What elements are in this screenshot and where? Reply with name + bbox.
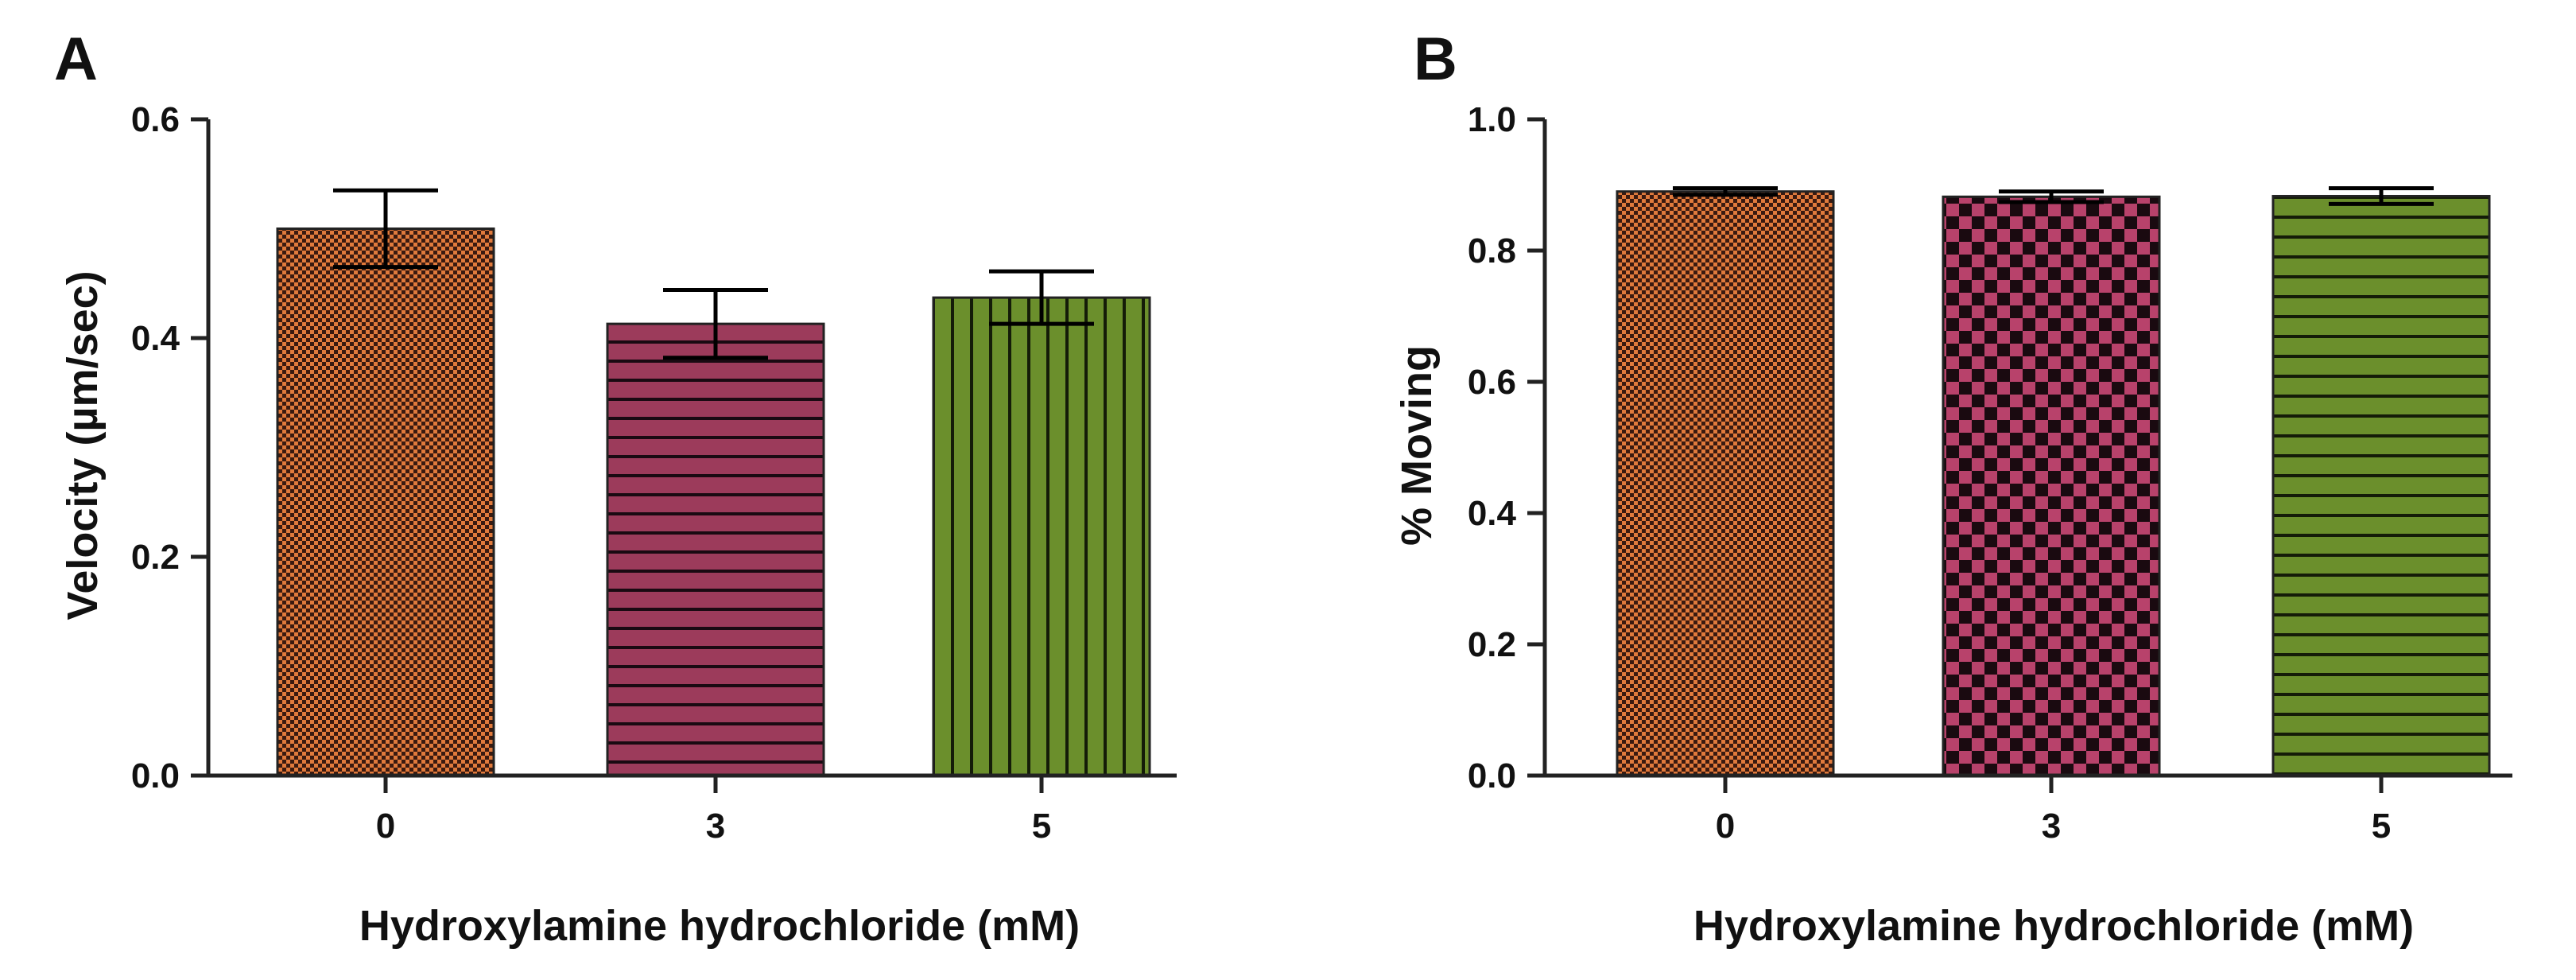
panel-a-xlabel: Hydroxylamine hydrochloride (mM) xyxy=(359,902,1080,950)
x-tick-label: 0 xyxy=(376,807,395,846)
y-tick-label: 0.4 xyxy=(131,319,180,358)
bar-3 xyxy=(1942,195,2161,777)
bar-0 xyxy=(276,228,495,777)
panel-b-error-bars xyxy=(1673,186,2434,206)
y-tick-label: 0.0 xyxy=(1468,756,1516,795)
x-tick-label: 5 xyxy=(1032,807,1051,846)
y-tick-label: 0.6 xyxy=(1468,363,1516,402)
panel-b-letter: B xyxy=(1414,25,1457,93)
bar-5 xyxy=(2271,195,2491,777)
panel-a-ylabel: Velocity (µm/sec) xyxy=(59,270,107,620)
error-bar-3 xyxy=(663,288,768,360)
y-tick-label: 0.6 xyxy=(131,100,180,139)
x-tick-label: 0 xyxy=(1716,807,1735,846)
panel-b: B % Moving Hydroxylamine hydrochloride (… xyxy=(1393,25,2512,950)
panel-b-y-ticks: 0.0 0.2 0.4 0.6 0.8 1.0 xyxy=(1468,100,1545,795)
x-tick-label: 3 xyxy=(2042,807,2061,846)
panel-b-bars xyxy=(1616,190,2491,777)
bar-0 xyxy=(1616,190,1835,777)
panel-b-x-ticks: 0 3 5 xyxy=(1716,776,2391,846)
x-tick-label: 3 xyxy=(706,807,725,846)
error-bar-5 xyxy=(2329,186,2434,206)
error-bar-5 xyxy=(989,269,1094,326)
bar-3 xyxy=(606,322,825,777)
panel-a-error-bars xyxy=(333,188,1094,360)
panel-b-ylabel: % Moving xyxy=(1393,345,1441,546)
y-tick-label: 0.2 xyxy=(131,538,180,577)
y-tick-label: 0.2 xyxy=(1468,625,1516,664)
y-tick-label: 0.8 xyxy=(1468,231,1516,270)
panel-a: A Velocity (µm/sec) Hydroxylamine hydroc… xyxy=(54,25,1177,950)
bar-5 xyxy=(932,296,1151,777)
panel-a-y-ticks: 0.0 0.2 0.4 0.6 xyxy=(131,100,208,795)
error-bar-3 xyxy=(1999,189,2104,204)
y-tick-label: 1.0 xyxy=(1468,100,1516,139)
y-tick-label: 0.4 xyxy=(1468,494,1517,533)
x-tick-label: 5 xyxy=(2372,807,2391,846)
error-bar-0 xyxy=(1673,186,1778,197)
panel-b-xlabel: Hydroxylamine hydrochloride (mM) xyxy=(1693,902,2414,950)
panel-a-letter: A xyxy=(54,25,98,93)
panel-a-x-ticks: 0 3 5 xyxy=(376,776,1051,846)
y-tick-label: 0.0 xyxy=(131,756,180,795)
error-bar-0 xyxy=(333,188,438,270)
